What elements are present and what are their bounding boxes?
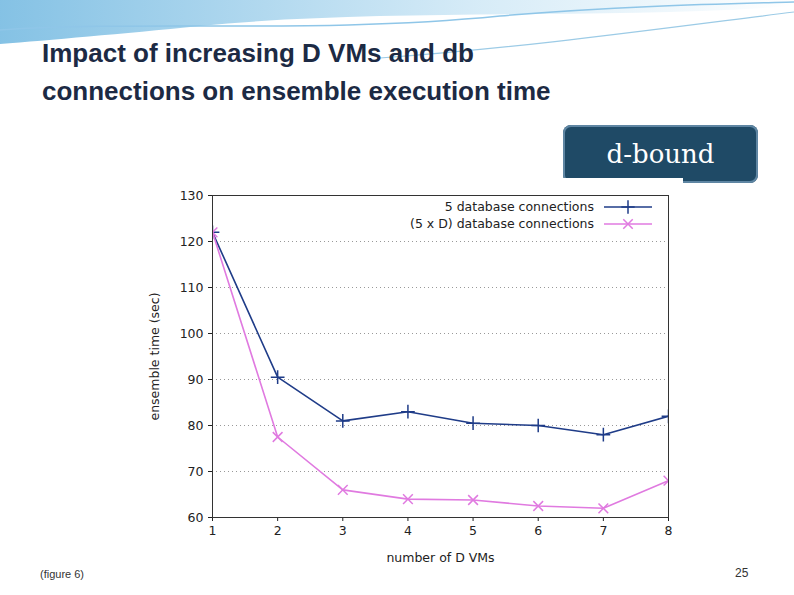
svg-text:5: 5 <box>469 523 477 538</box>
svg-text:90: 90 <box>188 372 204 387</box>
html-text:(figure 6): (figure 6) <box>40 568 84 580</box>
svg-text:100: 100 <box>180 326 204 341</box>
svg-text:8: 8 <box>665 523 673 538</box>
svg-text:2: 2 <box>274 523 282 538</box>
html-text:(5 x D) database connections: (5 x D) database connections <box>410 216 594 231</box>
svg-text:number of D VMs: number of D VMs <box>386 550 494 565</box>
svg-text:120: 120 <box>180 234 204 249</box>
svg-text:ensemble time (sec): ensemble time (sec) <box>147 292 162 420</box>
svg-text:130: 130 <box>180 188 204 203</box>
svg-text:7: 7 <box>599 523 607 538</box>
svg-text:80: 80 <box>188 418 204 433</box>
html-text:25: 25 <box>735 566 749 580</box>
svg-text:6: 6 <box>534 523 542 538</box>
html-text:5 database connections: 5 database connections <box>444 199 594 214</box>
svg-text:3: 3 <box>339 523 347 538</box>
svg-text:60: 60 <box>188 510 204 525</box>
html-text:Impact of increasing D VMs and: Impact of increasing D VMs and db connec… <box>42 38 551 106</box>
svg-text:110: 110 <box>180 280 204 295</box>
svg-text:4: 4 <box>404 523 412 538</box>
svg-text:70: 70 <box>188 464 204 479</box>
svg-text:1: 1 <box>209 523 217 538</box>
html-text:d-bound: d-bound <box>606 139 715 169</box>
